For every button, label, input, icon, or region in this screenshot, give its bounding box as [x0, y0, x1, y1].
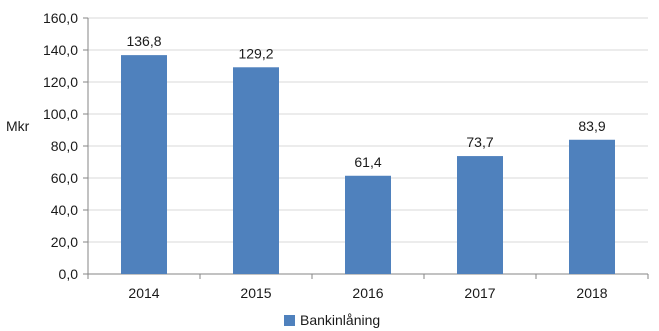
y-tick-label: 40,0 — [51, 202, 78, 218]
y-tick-label: 80,0 — [51, 138, 78, 154]
y-tick-label: 120,0 — [43, 74, 78, 90]
data-labels: 136,8 129,2 61,4 73,7 83,9 — [126, 33, 605, 170]
bars — [121, 55, 615, 275]
bar-2017 — [457, 156, 503, 274]
x-tick-label: 2017 — [464, 285, 495, 301]
y-tick-label: 20,0 — [51, 234, 78, 250]
data-label-2017: 73,7 — [466, 134, 493, 150]
y-tick-label: 0,0 — [59, 266, 79, 282]
gridlines — [88, 17, 648, 275]
legend: Bankinlåning — [284, 312, 380, 328]
x-tick-label: 2014 — [128, 285, 159, 301]
y-axis-title: Mkr — [6, 118, 30, 134]
y-tick-label: 160,0 — [43, 10, 78, 26]
y-tick-label: 100,0 — [43, 106, 78, 122]
y-tick-label: 60,0 — [51, 170, 78, 186]
legend-label: Bankinlåning — [300, 312, 380, 328]
data-label-2014: 136,8 — [126, 33, 161, 49]
data-label-2016: 61,4 — [354, 154, 381, 170]
data-label-2015: 129,2 — [238, 45, 273, 61]
data-label-2018: 83,9 — [578, 118, 605, 134]
axes: 0,0 20,0 40,0 60,0 80,0 100,0 120,0 140,0 160,0 M… — [6, 10, 649, 301]
x-tick-label: 2016 — [352, 285, 383, 301]
x-tick-label: 2015 — [240, 285, 271, 301]
bar-2015 — [233, 67, 279, 274]
y-tick-label: 140,0 — [43, 42, 78, 58]
legend-swatch — [284, 315, 295, 326]
bar-2018 — [569, 139, 615, 274]
bar-2016 — [345, 175, 391, 274]
x-tick-label: 2018 — [576, 285, 607, 301]
bar-2014 — [121, 55, 167, 275]
